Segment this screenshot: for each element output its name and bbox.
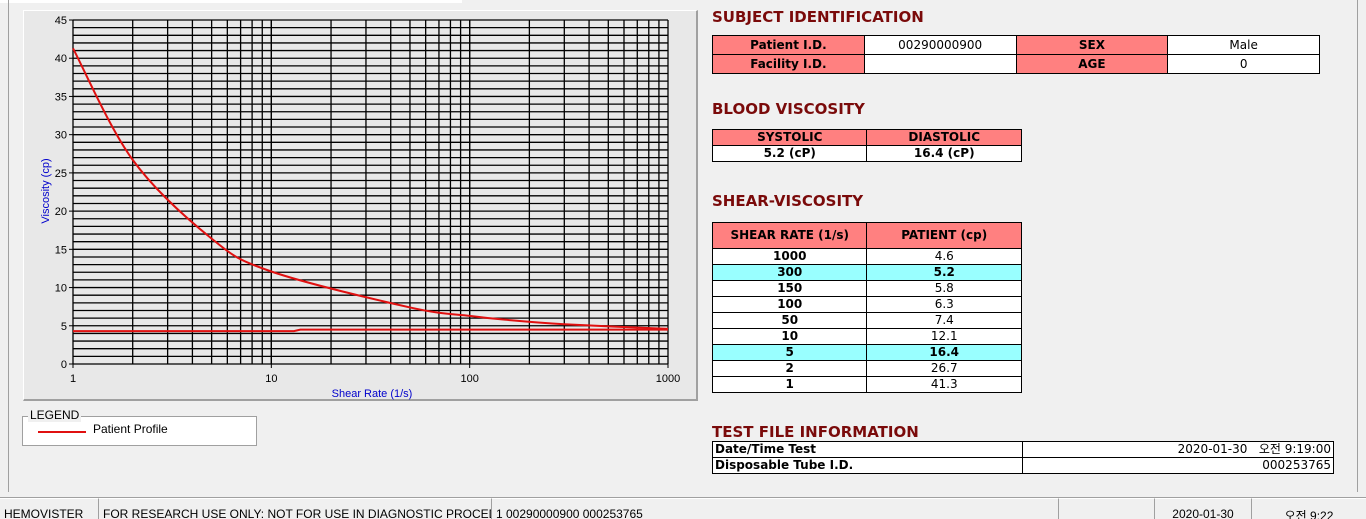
- diastolic-label: DIASTOLIC: [866, 129, 1022, 146]
- patient-value-cell: 41.3: [866, 376, 1022, 393]
- shear-viscosity-table: SHEAR RATE (1/s) PATIENT (cp) 1000 4.6 300…: [711, 222, 1022, 393]
- series-line-1: [73, 328, 668, 333]
- chart-grid: [72, 19, 669, 365]
- series-line-0: [72, 47, 669, 330]
- facility-id-value: [863, 54, 1017, 74]
- shear-row: 50 7.4: [711, 312, 1022, 329]
- shear-row: 1000 4.6: [711, 248, 1022, 265]
- y-tick-label: 45: [55, 15, 67, 27]
- patient-header: PATIENT (cp): [866, 222, 1022, 249]
- chart-series: [72, 47, 669, 333]
- status-bar: HEMOVISTER FOR RESEARCH USE ONLY: NOT FO…: [0, 497, 1366, 519]
- shear-rate-cell: 300: [711, 264, 868, 281]
- shear-rate-header: SHEAR RATE (1/s): [711, 222, 868, 249]
- shear-rate-cell: 1: [711, 376, 868, 393]
- x-tick-label: 1000: [656, 373, 680, 385]
- y-tick-label: 25: [55, 168, 67, 180]
- facility-id-label: Facility I.D.: [712, 54, 865, 74]
- y-tick-label: 30: [55, 130, 67, 142]
- shear-rate-cell: 150: [711, 280, 868, 297]
- shear-rate-cell: 100: [711, 296, 868, 313]
- tube-id-value: 000253765: [1022, 457, 1334, 474]
- shear-rate-cell: 5: [711, 344, 868, 361]
- shear-rate-cell: 50: [711, 312, 868, 329]
- patient-value-cell: 6.3: [866, 296, 1022, 313]
- shear-rate-cell: 2: [711, 360, 868, 377]
- patient-value-cell: 5.8: [866, 280, 1022, 297]
- subject-identification-title: SUBJECT IDENTIFICATION: [712, 8, 924, 26]
- sex-label: SEX: [1015, 35, 1169, 55]
- shear-viscosity-title: SHEAR-VISCOSITY: [712, 192, 864, 210]
- test-file-table: Date/Time Test 2020-01-30 오전 9:19:00 Dis…: [712, 441, 1334, 474]
- blood-viscosity-title: BLOOD VISCOSITY: [712, 100, 865, 118]
- sex-value: Male: [1167, 35, 1320, 55]
- y-axis-label: Viscosity (cp): [40, 158, 52, 223]
- x-tick-label: 100: [460, 373, 478, 385]
- patient-value-cell: 5.2: [866, 264, 1022, 281]
- frame-right-border: [1357, 0, 1358, 492]
- patient-value-cell: 26.7: [866, 360, 1022, 377]
- y-tick-label: 0: [61, 359, 67, 371]
- tube-id-label: Disposable Tube I.D.: [712, 457, 1023, 474]
- systolic-value: 5.2 (cP): [711, 145, 868, 162]
- status-date: 2020-01-30: [1154, 498, 1251, 519]
- patient-value-cell: 7.4: [866, 312, 1022, 329]
- status-notice: FOR RESEARCH USE ONLY: NOT FOR USE IN DI…: [98, 498, 491, 519]
- shear-row: 300 5.2: [711, 264, 1022, 281]
- y-tick-label: 10: [55, 283, 67, 295]
- shear-row: 150 5.8: [711, 280, 1022, 297]
- age-label: AGE: [1015, 54, 1169, 74]
- chart-ticks: 0 5 10 15 20 25 30 35 40 45 1 10 100 1000: [55, 15, 680, 385]
- y-tick-label: 35: [55, 91, 67, 103]
- patient-value-cell: 4.6: [866, 248, 1022, 265]
- legend-line-swatch: [38, 431, 86, 433]
- shear-row: 1 41.3: [711, 376, 1022, 393]
- diastolic-value: 16.4 (cP): [866, 145, 1022, 162]
- patient-id-label: Patient I.D.: [712, 35, 865, 55]
- legend-item-label: Patient Profile: [93, 422, 168, 436]
- status-record: 1 00290000900 000253765: [491, 498, 1058, 519]
- shear-row: 100 6.3: [711, 296, 1022, 313]
- datetime-value: 2020-01-30 오전 9:19:00: [1022, 441, 1334, 458]
- x-axis-label: Shear Rate (1/s): [332, 388, 413, 400]
- top-strip: [0, 0, 462, 3]
- x-tick-label: 10: [265, 373, 277, 385]
- patient-id-value: 00290000900: [863, 35, 1017, 55]
- age-value: 0: [1167, 54, 1320, 74]
- blood-viscosity-table: SYSTOLIC DIASTOLIC 5.2 (cP) 16.4 (cP): [711, 129, 1022, 162]
- shear-rate-cell: 10: [711, 328, 868, 345]
- y-tick-label: 40: [55, 53, 67, 65]
- shear-row: 2 26.7: [711, 360, 1022, 377]
- status-empty: [1058, 498, 1154, 519]
- viscosity-chart-panel: 0 5 10 15 20 25 30 35 40 45 1 10 100 1000 Shear Rate …: [23, 10, 698, 401]
- subject-table: Patient I.D. 00290000900 SEX Male Facili…: [712, 35, 1320, 74]
- patient-value-cell: 12.1: [866, 328, 1022, 345]
- legend-title: LEGEND: [28, 408, 82, 422]
- shear-row: 10 12.1: [711, 328, 1022, 345]
- datetime-label: Date/Time Test: [712, 441, 1023, 458]
- shear-row: 5 16.4: [711, 344, 1022, 361]
- status-app: HEMOVISTER: [0, 498, 98, 519]
- y-tick-label: 20: [55, 206, 67, 218]
- status-time: 오전 9:22: [1251, 498, 1366, 519]
- systolic-label: SYSTOLIC: [711, 129, 868, 146]
- viscosity-chart: 0 5 10 15 20 25 30 35 40 45 1 10 100 1000 Shear Rate …: [40, 15, 680, 400]
- frame-left-border: [8, 0, 9, 492]
- shear-rate-cell: 1000: [711, 248, 868, 265]
- patient-value-cell: 16.4: [866, 344, 1022, 361]
- y-tick-label: 5: [61, 321, 67, 333]
- plot-area: [73, 20, 668, 364]
- test-file-title: TEST FILE INFORMATION: [712, 423, 919, 441]
- y-tick-label: 15: [55, 244, 67, 256]
- x-tick-label: 1: [70, 373, 76, 385]
